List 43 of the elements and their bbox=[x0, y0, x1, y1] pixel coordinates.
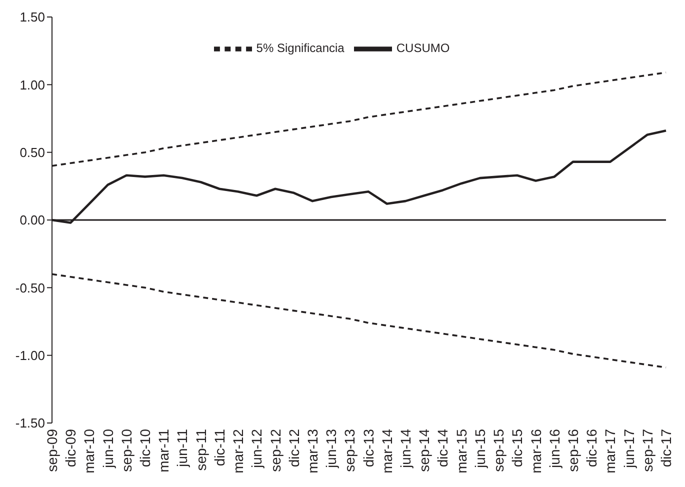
y-tick-label: -0.50 bbox=[15, 280, 45, 296]
x-tick-label: dic-15 bbox=[509, 428, 526, 468]
x-tick-label: dic-09 bbox=[62, 428, 79, 468]
x-tick-label: sep-17 bbox=[639, 428, 656, 472]
x-tick-label: jun-14 bbox=[398, 428, 414, 469]
x-tick-label: mar-11 bbox=[156, 428, 172, 472]
x-tick-label: dic-12 bbox=[286, 428, 302, 468]
x-tick-label: dic-16 bbox=[584, 428, 600, 468]
y-tick-label: 0.50 bbox=[20, 144, 45, 160]
x-tick-label: jun-17 bbox=[620, 428, 637, 469]
x-tick-label: mar-17 bbox=[602, 428, 618, 474]
x-tick-label: jun-16 bbox=[546, 428, 562, 469]
x-tick-label: jun-13 bbox=[323, 428, 340, 469]
x-tick-label: mar-10 bbox=[81, 428, 98, 474]
x-tick-label: mar-16 bbox=[528, 428, 544, 474]
x-tick-label: jun-12 bbox=[248, 428, 265, 469]
x-tick-label: sep-11 bbox=[192, 428, 209, 471]
x-tick-label: dic-17 bbox=[658, 428, 674, 468]
y-tick-label: -1.50 bbox=[15, 416, 45, 431]
x-tick-label: jun-10 bbox=[100, 428, 116, 469]
x-tick-label: mar-15 bbox=[453, 428, 470, 474]
x-tick-label: sep-14 bbox=[416, 428, 432, 472]
x-tick-label: jun-11 bbox=[174, 428, 190, 468]
x-tick-label: dic-10 bbox=[137, 428, 154, 468]
y-tick-label: 1.50 bbox=[20, 10, 45, 25]
x-tick-label: mar-13 bbox=[304, 428, 320, 474]
x-tick-label: mar-14 bbox=[378, 428, 395, 474]
legend-label: CUSUMO bbox=[396, 41, 450, 56]
y-tick-label: 1.00 bbox=[20, 77, 45, 92]
x-tick-label: sep-15 bbox=[490, 428, 507, 472]
x-tick-label: sep-12 bbox=[267, 428, 284, 472]
x-tick-label: sep-13 bbox=[342, 428, 358, 472]
x-tick-label: mar-12 bbox=[230, 428, 246, 474]
x-tick-label: jun-15 bbox=[472, 428, 488, 469]
x-tick-label: sep-16 bbox=[564, 428, 581, 472]
y-tick-label: -1.00 bbox=[15, 348, 45, 363]
y-tick-label: 0.00 bbox=[20, 212, 45, 228]
x-tick-label: dic-11 bbox=[211, 428, 228, 466]
x-tick-label: sep-10 bbox=[118, 428, 134, 472]
x-tick-label: dic-13 bbox=[360, 428, 376, 468]
x-tick-label: dic-14 bbox=[434, 428, 451, 468]
x-tick-label: sep-09 bbox=[44, 428, 60, 472]
legend-label: 5% Significancia bbox=[256, 41, 344, 56]
